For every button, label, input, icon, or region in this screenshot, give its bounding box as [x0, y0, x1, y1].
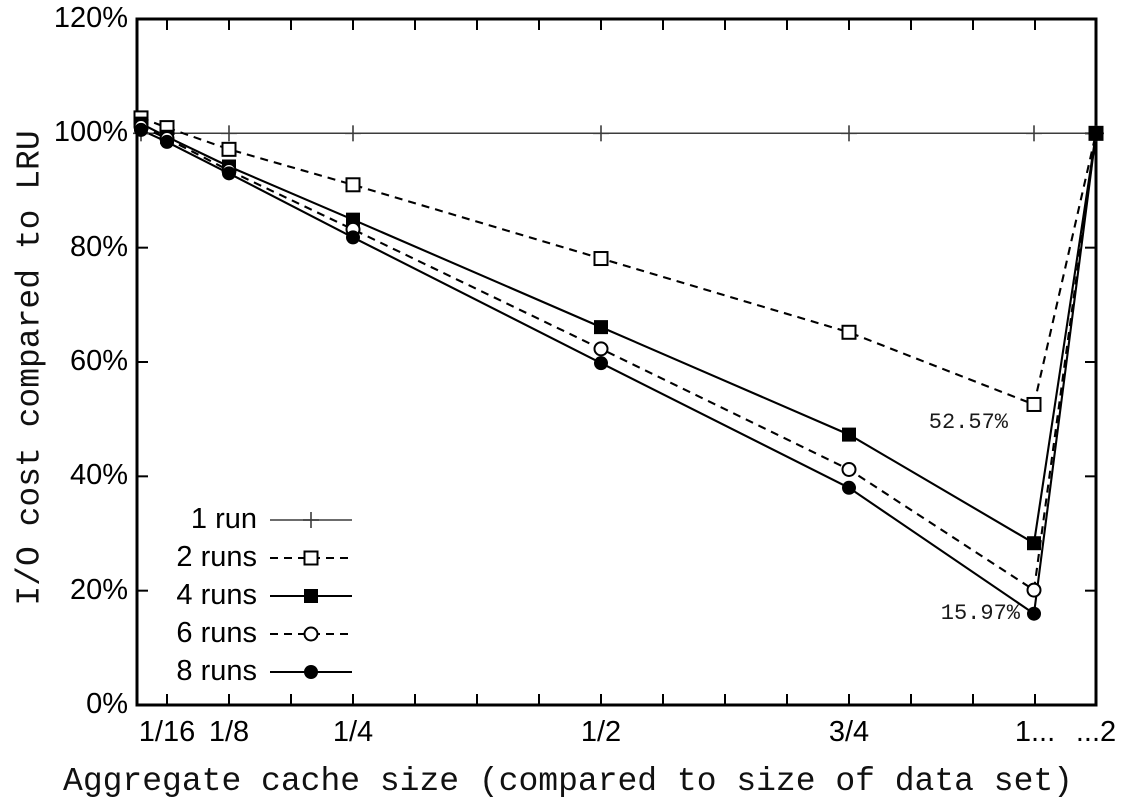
series-line-2-runs — [140, 116, 1098, 406]
series-marker-6-runs — [1026, 582, 1042, 598]
series-marker-2-runs — [221, 141, 237, 157]
series-marker-2-runs — [345, 177, 361, 193]
series-line-8-runs — [140, 128, 1098, 616]
series-marker-2-runs — [593, 251, 609, 267]
y-tick-label: 20% — [69, 573, 128, 606]
y-tick-label: 80% — [69, 230, 128, 263]
series-line-4-runs — [140, 122, 1098, 545]
series-marker-8-runs — [594, 356, 608, 371]
y-tick-label: 120% — [53, 2, 128, 34]
y-tick-label: 40% — [69, 459, 128, 492]
legend-sample-marker — [304, 665, 318, 679]
annotation: 15.97% — [940, 601, 1020, 626]
series-marker-8-runs — [1027, 606, 1041, 621]
series-line-6-runs — [140, 125, 1098, 592]
legend-sample-marker — [304, 589, 318, 603]
y-tick-label: 100% — [53, 116, 128, 149]
legend-label: 1 run — [190, 503, 257, 535]
series-marker-2-runs — [1026, 396, 1042, 412]
x-tick-label: 1/4 — [332, 716, 374, 748]
legend-label: 6 runs — [176, 617, 257, 649]
series-marker-8-runs — [1089, 126, 1103, 141]
y-tick-label: 0% — [86, 688, 128, 720]
series-marker-8-runs — [222, 166, 236, 181]
series-marker-8-runs — [346, 230, 360, 245]
legend-sample-marker — [303, 550, 319, 566]
x-tick-label: ...2 — [1075, 716, 1117, 748]
x-tick-label: 1/2 — [580, 716, 622, 748]
x-tick-label: 1/8 — [208, 716, 250, 748]
legend-sample-marker — [303, 626, 319, 642]
annotation: 52.57% — [928, 410, 1008, 435]
series-marker-4-runs — [594, 320, 608, 335]
series-marker-6-runs — [593, 341, 609, 357]
series-marker-6-runs — [841, 461, 857, 477]
y-tick-label: 60% — [69, 345, 128, 377]
series-marker-8-runs — [842, 480, 856, 495]
x-tick-label: 1/16 — [138, 716, 196, 748]
series-marker-4-runs — [1027, 536, 1041, 551]
series-marker-2-runs — [841, 324, 857, 340]
series-marker-4-runs — [842, 427, 856, 442]
legend-label: 2 runs — [176, 541, 257, 573]
x-tick-label: 3/4 — [828, 716, 870, 748]
series-marker-8-runs — [160, 134, 174, 149]
legend-label: 4 runs — [176, 579, 257, 611]
legend-label: 8 runs — [176, 655, 257, 687]
x-tick-label: 1... — [1014, 716, 1056, 748]
series-marker-8-runs — [134, 122, 148, 137]
x-axis-title: Aggregate cache size (compared to size o… — [63, 763, 1073, 800]
